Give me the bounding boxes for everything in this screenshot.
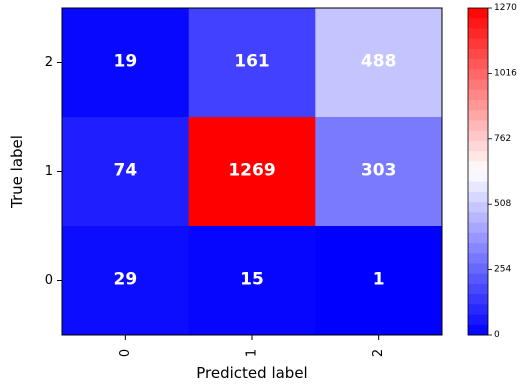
- colorbar-segment: [468, 263, 488, 275]
- heatmap-cell: [62, 8, 190, 118]
- colorbar-segment: [468, 181, 488, 193]
- colorbar-tick-label: 254: [494, 265, 511, 275]
- colorbar-segment: [468, 151, 488, 162]
- y-axis-label: True label: [8, 135, 26, 209]
- colorbar-frame: [467, 7, 489, 336]
- heatmap-cell: [188, 117, 316, 227]
- y-tick-label: 2: [45, 55, 53, 70]
- cell-value-label: 1: [373, 270, 385, 290]
- colorbar-segment: [468, 89, 488, 101]
- colorbar: [467, 7, 489, 336]
- colorbar-segment: [468, 79, 488, 91]
- heatmap-grid: [62, 8, 443, 336]
- heatmap-cell: [188, 8, 316, 118]
- colorbar-segment: [468, 18, 488, 29]
- colorbar-tick-label: 762: [494, 134, 511, 144]
- x-tick-label: 2: [371, 349, 386, 357]
- cell-value-label: 488: [361, 52, 397, 72]
- y-tick-label: 1: [45, 164, 53, 179]
- colorbar-segment: [468, 171, 488, 183]
- heatmap-cell: [62, 117, 190, 227]
- colorbar-segment: [468, 273, 488, 285]
- colorbar-segment: [468, 232, 488, 244]
- colorbar-segment: [468, 8, 488, 19]
- colorbar-segment: [468, 130, 488, 142]
- y-axis-ticks: 2 1 0: [45, 55, 62, 288]
- x-tick-label: 0: [118, 349, 133, 357]
- colorbar-segment: [468, 38, 488, 50]
- x-axis-ticks: 0 1 2: [118, 335, 386, 357]
- colorbar-tick-label: 0: [494, 330, 500, 340]
- heatmap-cell: [62, 226, 190, 336]
- colorbar-segment: [468, 120, 488, 132]
- cell-value-label: 161: [234, 52, 270, 72]
- colorbar-segment: [468, 294, 488, 305]
- colorbar-tick-label: 1016: [494, 68, 517, 78]
- colorbar-segment: [468, 191, 488, 203]
- colorbar-segment: [468, 304, 488, 316]
- cell-annotations: 19 161 488 74 1269 303 29 15 1: [113, 52, 396, 290]
- cell-value-label: 303: [361, 161, 397, 181]
- cell-value-label: 19: [113, 52, 137, 72]
- colorbar-segment: [468, 324, 488, 336]
- colorbar-segment: [468, 99, 488, 111]
- heatmap-cell: [315, 226, 443, 336]
- colorbar-segment: [468, 69, 488, 81]
- heatmap-cell: [188, 226, 316, 336]
- colorbar-segment: [468, 28, 488, 40]
- heatmap-cell: [315, 117, 443, 227]
- colorbar-segment: [468, 253, 488, 264]
- colorbar-segment: [468, 222, 488, 234]
- heatmap-cell: [315, 8, 443, 118]
- colorbar-tick-label: 508: [494, 199, 511, 209]
- cell-value-label: 15: [240, 270, 264, 290]
- colorbar-segment: [468, 59, 488, 70]
- y-tick-label: 0: [45, 273, 53, 288]
- colorbar-segment: [468, 212, 488, 224]
- colorbar-segment: [468, 283, 488, 295]
- colorbar-segment: [468, 243, 488, 254]
- cell-value-label: 1269: [228, 161, 275, 181]
- cell-value-label: 29: [113, 270, 137, 290]
- colorbar-segment: [468, 202, 488, 213]
- colorbar-segment: [468, 314, 488, 326]
- cell-value-label: 74: [113, 161, 137, 181]
- x-tick-label: 1: [245, 349, 260, 357]
- colorbar-segment: [468, 161, 488, 172]
- colorbar-segment: [468, 48, 488, 60]
- colorbar-ticks: 0 254 508 762 1016 1270: [488, 3, 517, 340]
- colorbar-segment: [468, 110, 488, 121]
- colorbar-tick-label: 1270: [494, 3, 517, 13]
- colorbar-segment: [468, 140, 488, 152]
- x-axis-label: Predicted label: [196, 364, 307, 382]
